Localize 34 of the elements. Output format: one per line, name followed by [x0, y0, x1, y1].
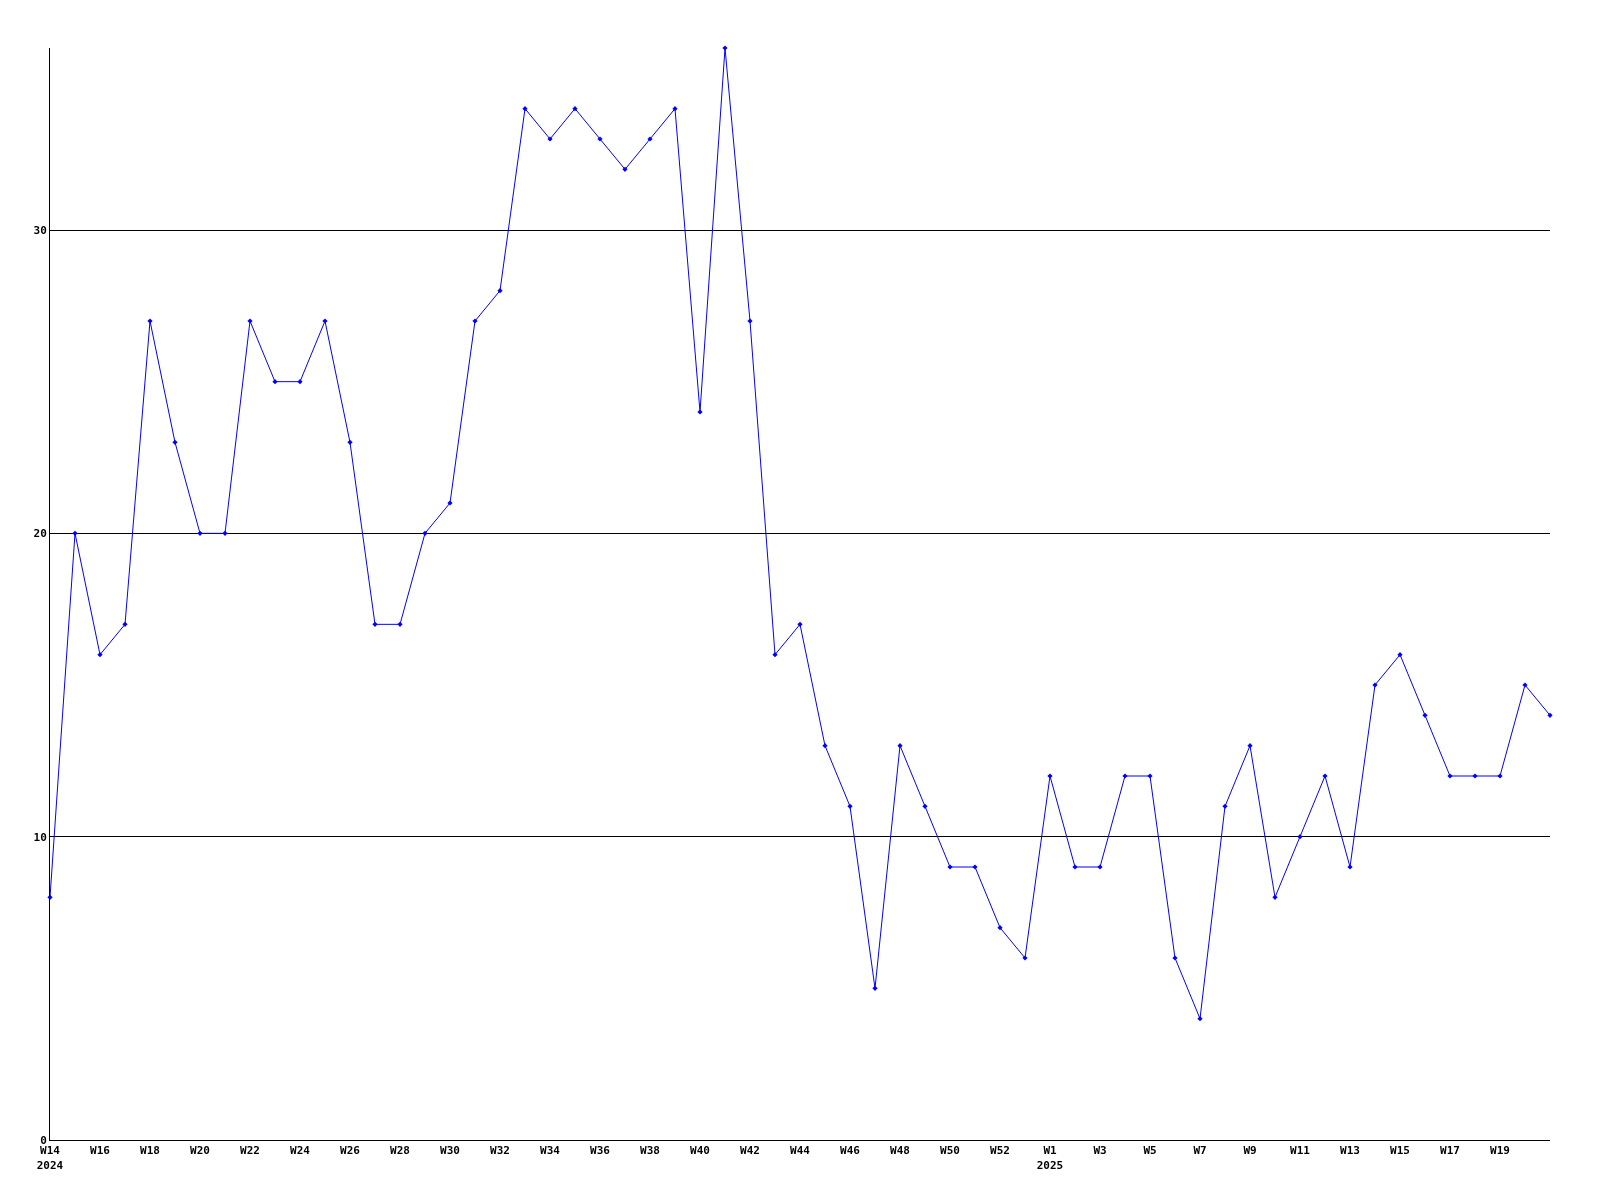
x-tick-label: W1 2025	[1036, 1144, 1064, 1172]
x-tick-label: W17	[1440, 1144, 1460, 1158]
x-tick-label: W13	[1340, 1144, 1360, 1158]
x-tick-label: W36	[590, 1144, 611, 1158]
x-tick-label: W42	[740, 1144, 760, 1158]
x-tick-label: W11	[1290, 1144, 1311, 1158]
x-tick-label: W52	[990, 1144, 1010, 1158]
x-tick-label: W20	[190, 1144, 210, 1158]
x-tick-label: W5	[1143, 1144, 1157, 1158]
x-tick-label: W32	[490, 1144, 510, 1158]
x-tick-label: W22	[240, 1144, 260, 1158]
x-tick-label: W44	[790, 1144, 811, 1158]
x-tick-label: W9	[1243, 1144, 1257, 1158]
x-tick-label: W18	[140, 1144, 160, 1158]
x-tick-label: W46	[840, 1144, 861, 1158]
x-tick-label: W38	[640, 1144, 660, 1158]
x-tick-label: W16	[90, 1144, 111, 1158]
x-tick-label: W19	[1490, 1144, 1510, 1158]
x-tick-label: W15	[1390, 1144, 1410, 1158]
x-tick-label: W34	[540, 1144, 561, 1158]
x-tick-label: W14 2024	[36, 1144, 64, 1172]
x-tick-label: W24	[290, 1144, 311, 1158]
y-tick-label: 30	[33, 223, 47, 237]
x-tick-label: W26	[340, 1144, 361, 1158]
x-tick-label: W30	[440, 1144, 460, 1158]
y-tick-label: 20	[33, 527, 47, 541]
x-tick-label: W3	[1093, 1144, 1107, 1158]
x-tick-label: W48	[890, 1144, 910, 1158]
y-tick-label: 0	[40, 1133, 47, 1147]
x-tick-label: W7	[1193, 1144, 1207, 1158]
y-tick-label: 10	[33, 830, 47, 844]
x-tick-label: W40	[690, 1144, 710, 1158]
x-tick-label: W28	[390, 1144, 410, 1158]
x-tick-label: W50	[940, 1144, 960, 1158]
